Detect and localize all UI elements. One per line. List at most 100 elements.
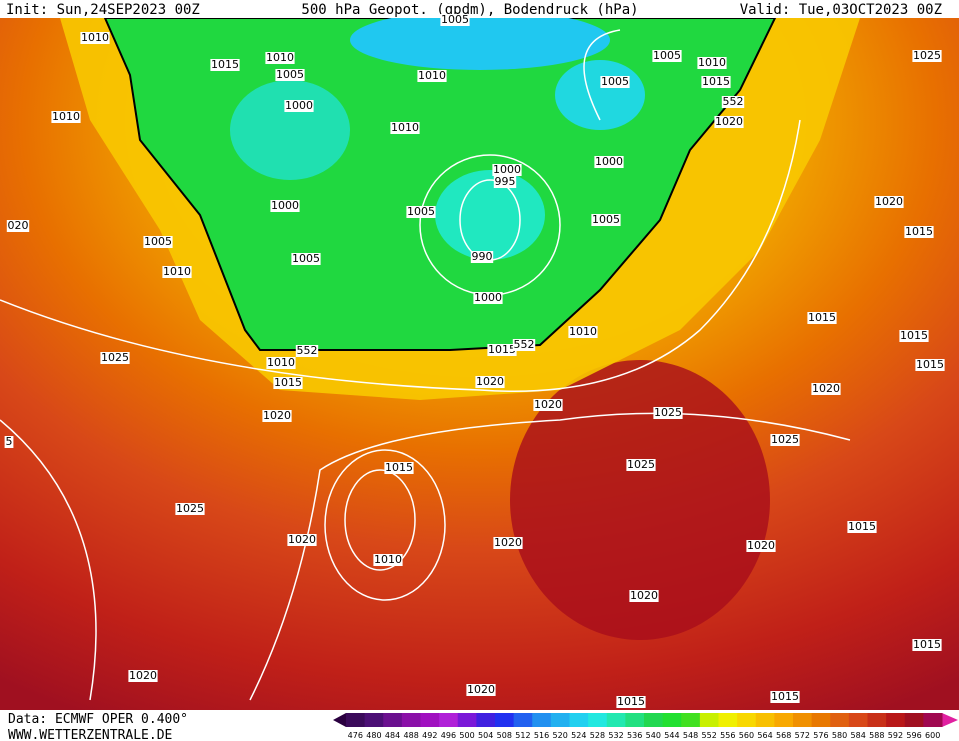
colorbar-arrow-high xyxy=(942,713,958,727)
isobar-label-bg xyxy=(417,70,447,82)
isobar-label-bg xyxy=(384,462,414,474)
colorbar-label: 596 xyxy=(906,731,921,740)
colorbar-label: 544 xyxy=(664,731,679,740)
isobar-label-bg xyxy=(466,684,496,696)
isobar-label-bg xyxy=(373,554,403,566)
isobar-label: 1015 xyxy=(900,329,928,342)
header-bar xyxy=(0,0,959,18)
isobar-label-bg xyxy=(287,534,317,546)
isobar-label-bg xyxy=(770,691,800,703)
colorbar-label: 476 xyxy=(348,731,363,740)
isobar-label: 1010 xyxy=(163,265,191,278)
isobar-label: 1015 xyxy=(905,225,933,238)
isobar-label: 1015 xyxy=(916,358,944,371)
isobar-label: 995 xyxy=(495,175,516,188)
isobar-label-bg xyxy=(594,156,624,168)
isobar-label-bg xyxy=(4,436,14,448)
colorbar-swatch xyxy=(476,713,496,727)
isobar-label: 1010 xyxy=(374,553,402,566)
colorbar-label: 556 xyxy=(720,731,735,740)
isobar-label-bg xyxy=(616,696,646,708)
colorbar-swatch xyxy=(904,713,924,727)
isobar-label: 1025 xyxy=(101,351,129,364)
colorbar-label: 484 xyxy=(385,731,400,740)
isobar-label: 1015 xyxy=(488,343,516,356)
colorbar-label: 528 xyxy=(590,731,605,740)
isobar-label: 1000 xyxy=(493,163,521,176)
colorbar-label: 500 xyxy=(459,731,474,740)
colorbar-swatch xyxy=(662,713,682,727)
isobar-label-bg xyxy=(406,206,436,218)
isobar-label: 1005 xyxy=(441,13,469,26)
cyan-area xyxy=(350,10,610,70)
isobar-label: 1020 xyxy=(534,398,562,411)
isobar-label-bg xyxy=(591,214,621,226)
isobar-label: 1020 xyxy=(129,669,157,682)
colorbar-label: 508 xyxy=(497,731,512,740)
isobar-label: 1005 xyxy=(653,49,681,62)
colorbar-label: 524 xyxy=(571,731,586,740)
isobar-label: 5 xyxy=(6,435,13,448)
colorbar-label: 600 xyxy=(925,731,940,740)
isobar-label-bg xyxy=(80,32,110,44)
isobar-label-bg xyxy=(874,196,904,208)
colorbar-swatch xyxy=(457,713,477,727)
colorbar-swatch xyxy=(439,713,459,727)
isobar-label-bg xyxy=(275,69,305,81)
isobar-label: 1025 xyxy=(654,406,682,419)
isobar-label: 1010 xyxy=(418,69,446,82)
colorbar-label: 492 xyxy=(422,731,437,740)
isobar-label-bg xyxy=(143,236,173,248)
isobar-label: 1020 xyxy=(747,539,775,552)
isobar-label: 1015 xyxy=(211,58,239,71)
isobar-label-bg xyxy=(652,50,682,62)
isobar-label-bg xyxy=(512,339,536,351)
isobar-label-bg xyxy=(487,344,517,356)
isobar-label-bg xyxy=(568,326,598,338)
isobar-label: 1005 xyxy=(592,213,620,226)
map-title: 500 hPa Geopot. (gpdm), Bodendruck (hPa) xyxy=(301,2,638,18)
colorbar-swatch xyxy=(867,713,887,727)
isobar-label-bg xyxy=(807,312,837,324)
colorbar-arrow-low xyxy=(333,713,346,727)
isobar-label: 1020 xyxy=(630,589,658,602)
isobar-label: 1005 xyxy=(601,75,629,88)
colorbar-swatch xyxy=(420,713,440,727)
isobar-label-bg xyxy=(811,383,841,395)
isobar-label: 1005 xyxy=(407,205,435,218)
colorbar-swatch xyxy=(346,713,366,727)
isobar-label: 1020 xyxy=(875,195,903,208)
colorbar-swatch xyxy=(793,713,813,727)
isobar-label: 1025 xyxy=(913,49,941,62)
isobars xyxy=(0,29,851,701)
isobar-label: 1015 xyxy=(274,376,302,389)
isobar-label: 1020 xyxy=(494,536,522,549)
isobar-label-bg xyxy=(653,407,683,419)
isobar-label-bg xyxy=(904,226,934,238)
colorbar-swatch xyxy=(495,713,515,727)
isobar-label: 1015 xyxy=(848,520,876,533)
colorbar-label: 532 xyxy=(608,731,623,740)
isobar-label-bg xyxy=(629,590,659,602)
isobar-label-bg xyxy=(6,220,30,232)
colorbar-label: 496 xyxy=(441,731,456,740)
isobar-label: 1000 xyxy=(285,99,313,112)
isobar-label-bg xyxy=(899,330,929,342)
colorbar-swatch xyxy=(848,713,868,727)
isobar-label: 1010 xyxy=(698,56,726,69)
isobar-label: 1005 xyxy=(144,235,172,248)
isobar-label-bg xyxy=(493,537,523,549)
colorbar-swatch xyxy=(774,713,794,727)
isobar-label-bg xyxy=(697,57,727,69)
isobar-label: 990 xyxy=(472,250,493,263)
colorbar-label: 572 xyxy=(795,731,810,740)
isobar-label-bg xyxy=(162,266,192,278)
isobar-label: 1020 xyxy=(476,375,504,388)
isobar-label: 1025 xyxy=(771,433,799,446)
colorbar-label: 512 xyxy=(515,731,530,740)
isobar-label: 1015 xyxy=(913,638,941,651)
init-time: Init: Sun,24SEP2023 00Z xyxy=(6,2,200,18)
colorbar-label: 536 xyxy=(627,731,642,740)
isobar-label: 1020 xyxy=(288,533,316,546)
